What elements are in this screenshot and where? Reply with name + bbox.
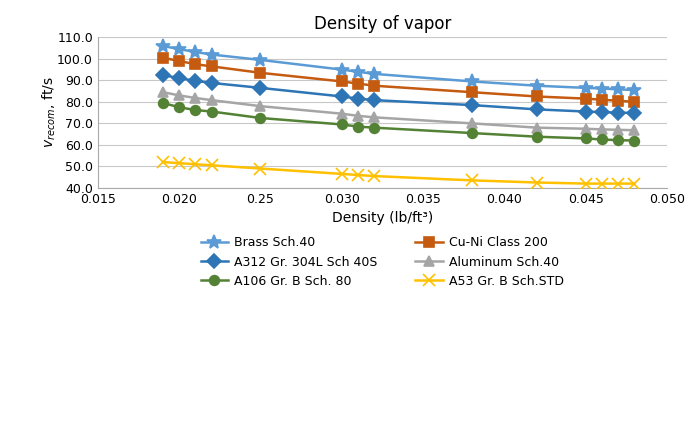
- Cu-Ni Class 200: [159, 55, 167, 61]
- Line: Brass Sch.40: Brass Sch.40: [156, 39, 641, 97]
- Cu-Ni Class 200: [337, 79, 346, 84]
- Aluminum Sch.40: [175, 93, 183, 98]
- A312 Gr. 304L Sch 40S: [468, 103, 476, 108]
- Cu-Ni Class 200: [614, 98, 622, 103]
- Brass Sch.40: [337, 67, 346, 72]
- Line: Cu-Ni Class 200: Cu-Ni Class 200: [158, 53, 639, 107]
- Aluminum Sch.40: [582, 126, 590, 132]
- Brass Sch.40: [207, 52, 216, 57]
- Aluminum Sch.40: [598, 127, 606, 132]
- A53 Gr. B Sch.STD: [598, 181, 606, 186]
- X-axis label: Density (lb/ft³): Density (lb/ft³): [332, 211, 433, 225]
- Cu-Ni Class 200: [370, 83, 379, 88]
- Aluminum Sch.40: [468, 121, 476, 126]
- A106 Gr. B Sch. 80: [175, 104, 183, 110]
- Aluminum Sch.40: [256, 103, 265, 109]
- A53 Gr. B Sch.STD: [256, 166, 265, 171]
- A53 Gr. B Sch.STD: [582, 181, 590, 186]
- A53 Gr. B Sch.STD: [207, 163, 216, 168]
- A312 Gr. 304L Sch 40S: [159, 72, 167, 78]
- A53 Gr. B Sch.STD: [630, 181, 638, 186]
- Cu-Ni Class 200: [354, 81, 362, 86]
- Brass Sch.40: [191, 50, 200, 55]
- A106 Gr. B Sch. 80: [159, 100, 167, 106]
- Cu-Ni Class 200: [598, 97, 606, 103]
- A312 Gr. 304L Sch 40S: [598, 110, 606, 115]
- A312 Gr. 304L Sch 40S: [533, 107, 541, 112]
- Text: $v_{recom}$, ft/s: $v_{recom}$, ft/s: [41, 77, 58, 149]
- A106 Gr. B Sch. 80: [207, 109, 216, 114]
- Cu-Ni Class 200: [582, 96, 590, 101]
- Aluminum Sch.40: [207, 98, 216, 103]
- A312 Gr. 304L Sch 40S: [207, 80, 216, 86]
- A312 Gr. 304L Sch 40S: [370, 98, 379, 103]
- A106 Gr. B Sch. 80: [614, 137, 622, 143]
- A106 Gr. B Sch. 80: [354, 124, 362, 129]
- A312 Gr. 304L Sch 40S: [337, 94, 346, 99]
- Brass Sch.40: [175, 46, 183, 52]
- A106 Gr. B Sch. 80: [191, 107, 200, 113]
- Brass Sch.40: [598, 86, 606, 91]
- Brass Sch.40: [533, 83, 541, 88]
- Brass Sch.40: [354, 69, 362, 74]
- Cu-Ni Class 200: [175, 58, 183, 64]
- Brass Sch.40: [256, 57, 265, 62]
- Line: A106 Gr. B Sch. 80: A106 Gr. B Sch. 80: [158, 98, 639, 145]
- Brass Sch.40: [468, 79, 476, 84]
- A53 Gr. B Sch.STD: [175, 161, 183, 166]
- A312 Gr. 304L Sch 40S: [191, 78, 200, 83]
- A53 Gr. B Sch.STD: [614, 181, 622, 186]
- Cu-Ni Class 200: [207, 64, 216, 69]
- Aluminum Sch.40: [614, 127, 622, 132]
- Line: A53 Gr. B Sch.STD: A53 Gr. B Sch.STD: [158, 157, 640, 189]
- A106 Gr. B Sch. 80: [370, 125, 379, 130]
- A106 Gr. B Sch. 80: [468, 130, 476, 136]
- Aluminum Sch.40: [630, 128, 638, 133]
- Brass Sch.40: [582, 85, 590, 91]
- A106 Gr. B Sch. 80: [256, 116, 265, 121]
- A53 Gr. B Sch.STD: [468, 178, 476, 183]
- Brass Sch.40: [370, 71, 379, 77]
- Title: Density of vapor: Density of vapor: [314, 15, 451, 33]
- Legend: Brass Sch.40, A312 Gr. 304L Sch 40S, A106 Gr. B Sch. 80, Cu-Ni Class 200, Alumin: Brass Sch.40, A312 Gr. 304L Sch 40S, A10…: [201, 236, 564, 288]
- Brass Sch.40: [614, 87, 622, 92]
- A53 Gr. B Sch.STD: [354, 172, 362, 178]
- Cu-Ni Class 200: [191, 62, 200, 67]
- Cu-Ni Class 200: [630, 99, 638, 104]
- A106 Gr. B Sch. 80: [337, 122, 346, 127]
- A53 Gr. B Sch.STD: [191, 161, 200, 167]
- Cu-Ni Class 200: [533, 94, 541, 99]
- A312 Gr. 304L Sch 40S: [630, 110, 638, 116]
- A106 Gr. B Sch. 80: [598, 137, 606, 142]
- Brass Sch.40: [630, 87, 638, 93]
- A106 Gr. B Sch. 80: [533, 134, 541, 140]
- Aluminum Sch.40: [337, 111, 346, 116]
- A312 Gr. 304L Sch 40S: [614, 110, 622, 115]
- A312 Gr. 304L Sch 40S: [582, 109, 590, 114]
- A106 Gr. B Sch. 80: [582, 136, 590, 141]
- Aluminum Sch.40: [159, 90, 167, 95]
- Aluminum Sch.40: [370, 115, 379, 120]
- Line: A312 Gr. 304L Sch 40S: A312 Gr. 304L Sch 40S: [158, 70, 639, 118]
- A53 Gr. B Sch.STD: [159, 159, 167, 165]
- Aluminum Sch.40: [533, 125, 541, 130]
- Cu-Ni Class 200: [256, 70, 265, 75]
- A53 Gr. B Sch.STD: [337, 171, 346, 177]
- A53 Gr. B Sch.STD: [533, 180, 541, 185]
- Cu-Ni Class 200: [468, 90, 476, 95]
- A312 Gr. 304L Sch 40S: [354, 96, 362, 101]
- A53 Gr. B Sch.STD: [370, 173, 379, 179]
- A312 Gr. 304L Sch 40S: [256, 85, 265, 91]
- Aluminum Sch.40: [354, 113, 362, 119]
- Brass Sch.40: [159, 43, 167, 49]
- Aluminum Sch.40: [191, 95, 200, 101]
- Line: Aluminum Sch.40: Aluminum Sch.40: [158, 87, 639, 135]
- A106 Gr. B Sch. 80: [630, 138, 638, 143]
- A312 Gr. 304L Sch 40S: [175, 75, 183, 81]
